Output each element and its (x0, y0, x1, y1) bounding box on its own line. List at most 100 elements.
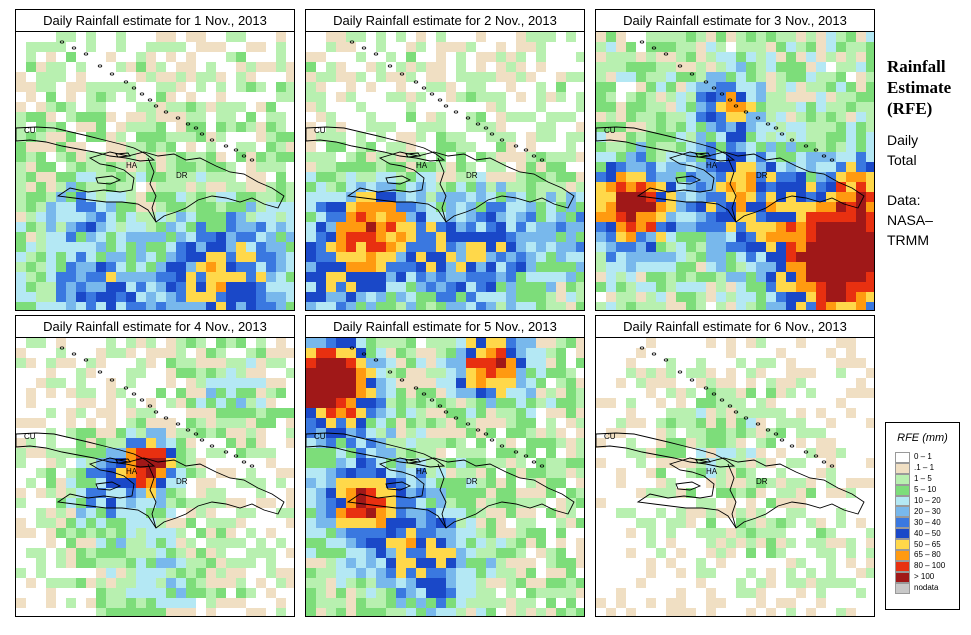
rainfall-cell (696, 262, 706, 272)
rainfall-cell (366, 252, 376, 262)
rainfall-cell (626, 292, 636, 302)
rainfall-cell (136, 192, 146, 202)
rainfall-cell (776, 212, 786, 222)
rainfall-cell (266, 202, 276, 212)
rainfall-cell (56, 142, 66, 152)
rainfall-cell (536, 302, 546, 310)
rainfall-cell (16, 358, 26, 368)
rainfall-cell (756, 262, 766, 272)
rainfall-cell (816, 578, 826, 588)
rainfall-cell (266, 458, 276, 468)
rainfall-cell (16, 418, 26, 428)
rainfall-cell (706, 568, 716, 578)
rainfall-cell (646, 102, 656, 112)
rainfall-cell (226, 388, 236, 398)
rainfall-cell (566, 408, 576, 418)
rainfall-cell (676, 408, 686, 418)
rainfall-cell (456, 302, 466, 310)
rainfall-cell (376, 508, 386, 518)
rainfall-cell (366, 558, 376, 568)
bahamas-islet (639, 40, 645, 44)
rainfall-cell (66, 598, 76, 608)
rainfall-cell (816, 82, 826, 92)
rainfall-cell (446, 398, 456, 408)
rainfall-cell (796, 112, 806, 122)
rainfall-cell (86, 358, 96, 368)
rainfall-cell (76, 282, 86, 292)
rainfall-cell (426, 488, 436, 498)
rainfall-cell (496, 112, 506, 122)
rainfall-cell (486, 538, 496, 548)
rainfall-cell (866, 112, 874, 122)
rainfall-cell (116, 162, 126, 172)
rainfall-cell (136, 132, 146, 142)
rainfall-cell (286, 272, 294, 282)
rainfall-cell (106, 428, 116, 438)
rainfall-cell (396, 418, 406, 428)
rainfall-cell (506, 348, 516, 358)
rainfall-cell (406, 262, 416, 272)
rainfall-cell (176, 518, 186, 528)
rainfall-cell (486, 478, 496, 488)
rainfall-cell (16, 448, 26, 458)
rainfall-cell (386, 458, 396, 468)
rainfall-cell (656, 252, 666, 262)
rainfall-cell (636, 458, 646, 468)
rainfall-cell (436, 358, 446, 368)
rainfall-cell (336, 498, 346, 508)
rainfall-cell (36, 42, 46, 52)
rainfall-map: CU HA DR (305, 31, 585, 311)
rainfall-cell (616, 42, 626, 52)
rainfall-cell (236, 182, 246, 192)
rainfall-cell (476, 262, 486, 272)
rainfall-cell (626, 448, 636, 458)
rainfall-cell (866, 142, 874, 152)
rainfall-cell (506, 368, 516, 378)
rainfall-cell (736, 448, 746, 458)
rainfall-cell (786, 72, 796, 82)
rainfall-cell (666, 162, 676, 172)
rainfall-cell (86, 548, 96, 558)
rainfall-cell (836, 212, 846, 222)
rainfall-cell (546, 488, 556, 498)
rainfall-cell (556, 292, 566, 302)
rainfall-cell (116, 388, 126, 398)
rainfall-cell (26, 162, 36, 172)
rainfall-cell (186, 398, 196, 408)
rainfall-cell (846, 348, 856, 358)
gonave-island-outline (95, 175, 122, 185)
rainfall-cell (396, 538, 406, 548)
rainfall-cell (156, 252, 166, 262)
rainfall-cell (246, 438, 256, 448)
rainfall-cell (46, 478, 56, 488)
rainfall-cell (326, 468, 336, 478)
rainfall-cell (136, 62, 146, 72)
rainfall-cell (726, 122, 736, 132)
rainfall-cell (276, 92, 286, 102)
rainfall-cell (236, 222, 246, 232)
rainfall-cell (206, 162, 216, 172)
rainfall-cell (386, 608, 396, 616)
rainfall-cell (766, 52, 776, 62)
rainfall-cell (226, 408, 236, 418)
rainfall-cell (676, 272, 686, 282)
rainfall-cell (36, 212, 46, 222)
rainfall-cell (786, 568, 796, 578)
rainfall-cell (486, 388, 496, 398)
rainfall-cell (256, 302, 266, 310)
rainfall-cell (236, 292, 246, 302)
rainfall-cell (806, 292, 816, 302)
product-title-line3: (RFE) (887, 99, 933, 118)
rainfall-cell (386, 418, 396, 428)
rainfall-cell (56, 508, 66, 518)
rainfall-cell (336, 302, 346, 310)
rainfall-cell (736, 282, 746, 292)
rainfall-cell (496, 302, 506, 310)
rainfall-cell (576, 358, 584, 368)
rainfall-cell (376, 588, 386, 598)
rainfall-cell (496, 548, 506, 558)
rainfall-cell (456, 588, 466, 598)
rainfall-cell (656, 448, 666, 458)
rainfall-cell (526, 488, 536, 498)
rainfall-cell (116, 142, 126, 152)
